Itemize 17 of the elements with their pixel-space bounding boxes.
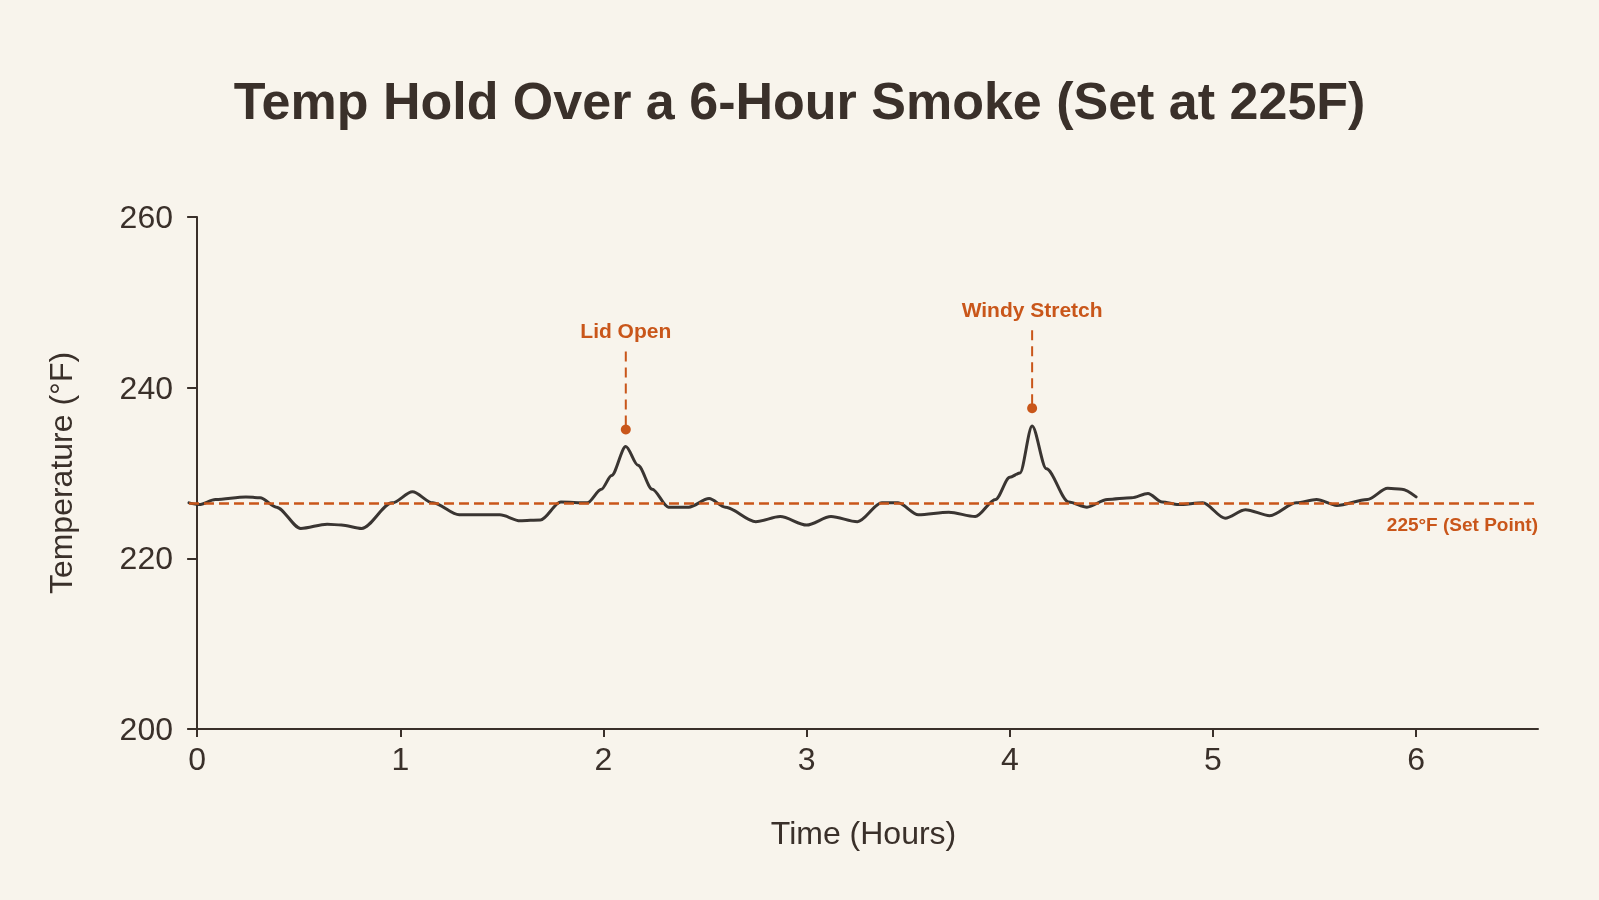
y-tick-label: 240 (119, 369, 173, 406)
annotation: Lid Open (580, 319, 672, 343)
x-tick-label: 6 (1407, 741, 1425, 777)
x-tick-label: 5 (1204, 741, 1222, 777)
x-axis-title: Time (Hours) (770, 815, 957, 851)
x-tick-label: 1 (391, 741, 410, 777)
x-tick-label: 3 (797, 741, 816, 777)
chart-title: Temp Hold Over a 6-Hour Smoke (Set at 225F) (233, 72, 1366, 130)
y-axis-title: Temperature (°F) (43, 351, 79, 595)
x-tick-label: 4 (1000, 741, 1019, 777)
y-tick-label: 200 (119, 711, 173, 747)
y-tick-label: 260 (119, 199, 173, 235)
x-tick-label: 0 (188, 741, 207, 777)
ref-line-label: 225°F (Set Point) (1386, 513, 1538, 535)
x-tick-label: 2 (594, 741, 613, 777)
y-tick-label: 220 (119, 540, 173, 577)
annotation: Windy Stretch (961, 298, 1103, 322)
